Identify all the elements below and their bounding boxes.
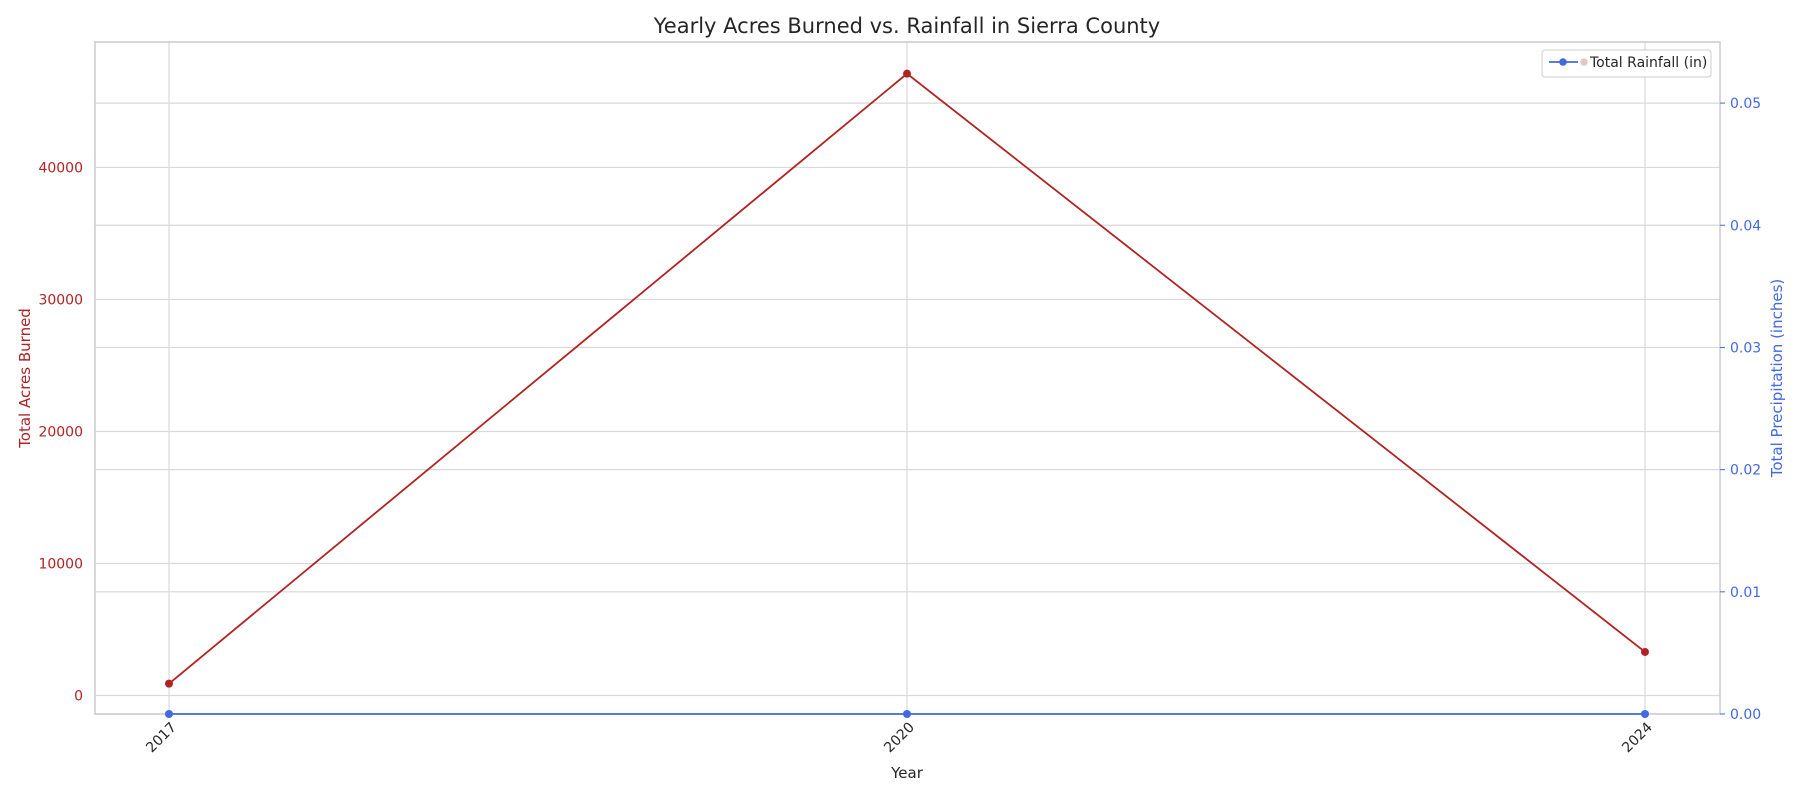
series-1-point xyxy=(165,710,173,718)
y-right-tick-label: 0.02 xyxy=(1730,463,1761,479)
grid-layer xyxy=(95,42,1720,715)
y-left-tick-label: 20000 xyxy=(38,424,83,440)
series-0-point xyxy=(903,69,911,78)
y-left-tick-label: 0 xyxy=(74,689,83,705)
legend-marker-rainfall xyxy=(1559,58,1567,66)
y-right-tick-label: 0.01 xyxy=(1730,585,1761,601)
y-left-tick-label: 10000 xyxy=(38,556,83,572)
y-right-axis-label: Total Precipitation (inches) xyxy=(1768,279,1786,479)
tick-layer: 0 10000 20000 30000 40000 0.00 0.01 0.02 0.03 0.0… xyxy=(38,96,1761,756)
series-0-point xyxy=(165,679,173,688)
series-0-point xyxy=(1641,647,1649,656)
series-1-point xyxy=(903,710,911,718)
y-left-axis-label: Total Acres Burned xyxy=(16,308,34,449)
legend-box xyxy=(1541,49,1712,78)
x-axis-label: Year xyxy=(890,764,924,782)
x-tick-label: 2020 xyxy=(881,720,918,757)
y-left-tick-label: 30000 xyxy=(38,292,83,308)
y-right-tick-label: 0.03 xyxy=(1730,340,1761,356)
legend: Total Rainfall (in) xyxy=(1541,49,1712,78)
chart-title: Yearly Acres Burned vs. Rainfall in Sier… xyxy=(653,14,1160,38)
y-right-tick-label: 0.00 xyxy=(1730,707,1761,723)
y-right-tick-label: 0.04 xyxy=(1730,218,1761,234)
series-1-point xyxy=(1641,710,1649,718)
x-tick-label: 2024 xyxy=(1619,719,1656,756)
series-layer xyxy=(165,69,1649,718)
y-left-tick-label: 40000 xyxy=(38,160,83,176)
x-tick-label: 2017 xyxy=(143,720,180,757)
legend-marker-ghost xyxy=(1580,58,1588,66)
y-right-tick-label: 0.05 xyxy=(1730,96,1761,112)
legend-label-rainfall: Total Rainfall (in) xyxy=(1589,55,1707,71)
